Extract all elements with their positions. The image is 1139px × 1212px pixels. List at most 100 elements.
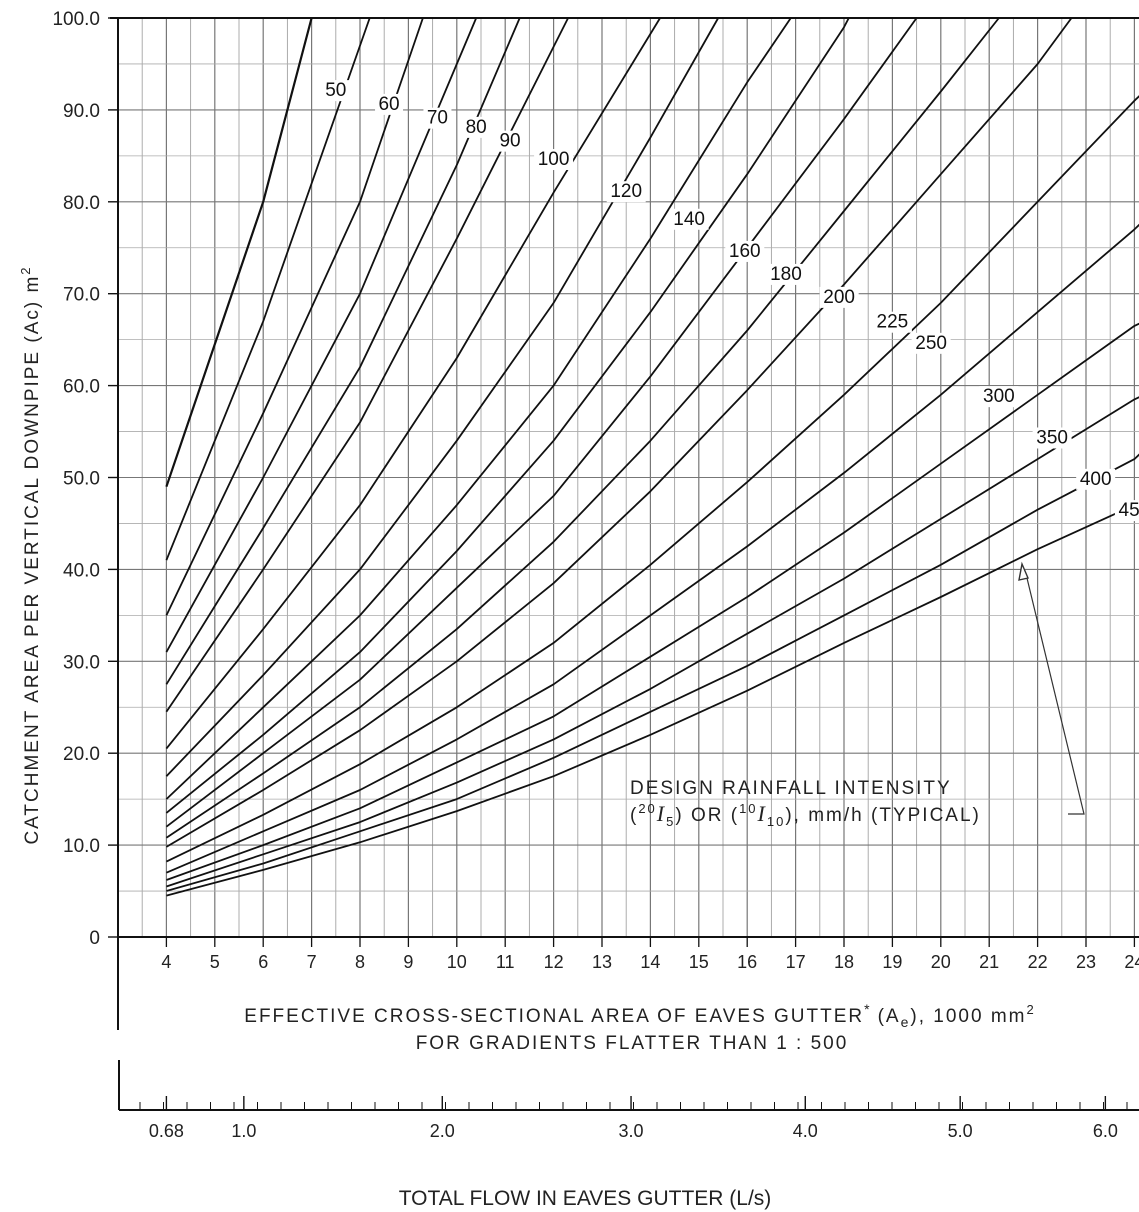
x-axis-label-text: EFFECTIVE CROSS-SECTIONAL AREA OF EAVES … [244, 1006, 864, 1027]
series-line-100 [165, 17, 569, 713]
x-tick-label: 8 [355, 952, 365, 972]
axes-frame [108, 17, 1139, 1111]
series-label-bg [606, 181, 646, 203]
series-label-bg [375, 93, 404, 115]
series-line-160 [165, 17, 792, 800]
series-label: 160 [729, 241, 761, 262]
series-line-80 [165, 17, 478, 653]
series-line-400 [166, 322, 1139, 881]
annotation-i2: I [757, 801, 767, 826]
series-label-bg [819, 286, 859, 308]
series-label: 300 [983, 386, 1015, 407]
y-tick-label: 70.0 [63, 285, 100, 306]
annotation-i1: I [656, 801, 666, 826]
series-line-140 [165, 17, 719, 777]
flow-tick-label: 5.0 [948, 1121, 973, 1141]
x-tick-label: 11 [496, 952, 515, 972]
series-label-bg [1114, 500, 1139, 522]
x-tick-label: 16 [737, 952, 757, 972]
series-label: 400 [1080, 469, 1112, 490]
y-tick-label: 80.0 [63, 193, 100, 214]
y-axis-label-sup: 2 [18, 265, 33, 274]
series-labels: 50 60 70 80 90 100 120 140 160 180 200 225 250 300 350… [321, 80, 1139, 522]
x-axis-label-line2: FOR GRADIENTS FLATTER THAN 1 : 500 [416, 1033, 849, 1054]
series-label-bg [669, 208, 709, 230]
series-line-450 [166, 396, 1139, 888]
flow-tick-label: 3.0 [619, 1121, 644, 1141]
y-tick-label: 90.0 [63, 101, 100, 122]
series-line-60 [165, 17, 371, 561]
series-label: 100 [538, 149, 570, 170]
flow-axis-label: TOTAL FLOW IN EAVES GUTTER (L/s) [399, 1187, 772, 1210]
x-axis-label-star: * [864, 1001, 871, 1017]
series-label: 180 [770, 264, 802, 285]
x-tick-label: 17 [786, 952, 806, 972]
x-tick-label: 5 [210, 952, 220, 972]
series-label: 450 [1119, 500, 1139, 521]
x-tick-label: 23 [1076, 952, 1096, 972]
annotation-sup2: 10 [739, 801, 757, 816]
annotation-line2: (20I5) OR (10I10), mm/h (TYPICAL) [630, 801, 981, 829]
x-tick-label: 22 [1028, 952, 1048, 972]
y-axis-label-text: CATCHMENT AREA PER VERTICAL DOWNPIPE (Ac… [22, 275, 43, 845]
x-tick-label: 14 [640, 952, 660, 972]
series-label: 50 [325, 80, 346, 101]
series-label-bg [496, 130, 525, 152]
series-label-bg [321, 80, 350, 102]
series-label-bg [1032, 427, 1072, 449]
x-tick-label: 18 [834, 952, 854, 972]
y-tick-label: 50.0 [63, 469, 100, 490]
annotation: DESIGN RAINFALL INTENSITY (20I5) OR (10I… [630, 561, 1085, 829]
series-label: 70 [427, 108, 448, 129]
y-tick-label: 30.0 [63, 652, 100, 673]
y-tick-label: 0 [89, 928, 100, 949]
series-label-bg [1076, 468, 1116, 490]
x-tick-label: 19 [882, 952, 902, 972]
x-axis-label-line1: EFFECTIVE CROSS-SECTIONAL AREA OF EAVES … [244, 1001, 1035, 1030]
x-tick-label: 15 [689, 952, 709, 972]
x-axis-label-unit-sup: 2 [1026, 1002, 1035, 1017]
series-line-350 [166, 223, 1139, 874]
annotation-sub1: 5 [666, 814, 675, 829]
series-label: 120 [610, 181, 642, 202]
x-tick-label: 7 [307, 952, 317, 972]
y-tick-label: 60.0 [63, 377, 100, 398]
series-line-300 [166, 95, 1139, 863]
tick-labels: 010.020.030.040.050.060.070.080.090.0100… [52, 9, 1139, 1141]
series-line-120 [165, 17, 661, 750]
x-axis-label-sub: e [901, 1014, 911, 1030]
x-tick-label: 6 [258, 952, 268, 972]
series-line-180 [165, 17, 850, 814]
x-tick-label: 12 [544, 952, 564, 972]
x-tick-label: 9 [403, 952, 413, 972]
y-tick-label: 20.0 [63, 744, 100, 765]
series-label-bg [423, 107, 452, 129]
series-label-bg [725, 240, 765, 262]
series-line-250 [165, 17, 1073, 848]
series-label-bg [766, 263, 806, 285]
series-line-90 [165, 17, 521, 685]
annotation-arrowhead [1018, 561, 1029, 581]
series-line-unlabeled [166, 501, 1139, 897]
x-tick-label: 21 [979, 952, 999, 972]
annotation-or: ) OR ( [675, 805, 739, 826]
series-label-bg [979, 386, 1019, 408]
x-axis-label-paren: (A [878, 1006, 901, 1027]
series-label: 90 [499, 131, 520, 152]
flow-tick-label: 2.0 [430, 1121, 455, 1141]
y-axis-label: CATCHMENT AREA PER VERTICAL DOWNPIPE (Ac… [18, 265, 43, 844]
series-label-bg [872, 311, 912, 333]
annotation-leader [1025, 573, 1085, 815]
series-line-50 [165, 17, 313, 488]
grid [118, 18, 1139, 937]
series-label: 60 [378, 94, 399, 115]
y-tick-label: 100.0 [52, 9, 100, 30]
annotation-paren-open: ( [630, 805, 638, 826]
y-tick-label: 40.0 [63, 560, 100, 581]
x-tick-label: 4 [161, 952, 171, 972]
x-tick-label: 10 [447, 952, 467, 972]
series-label: 225 [877, 312, 909, 333]
flow-tick-label: 6.0 [1093, 1121, 1118, 1141]
series-label: 350 [1036, 427, 1068, 448]
